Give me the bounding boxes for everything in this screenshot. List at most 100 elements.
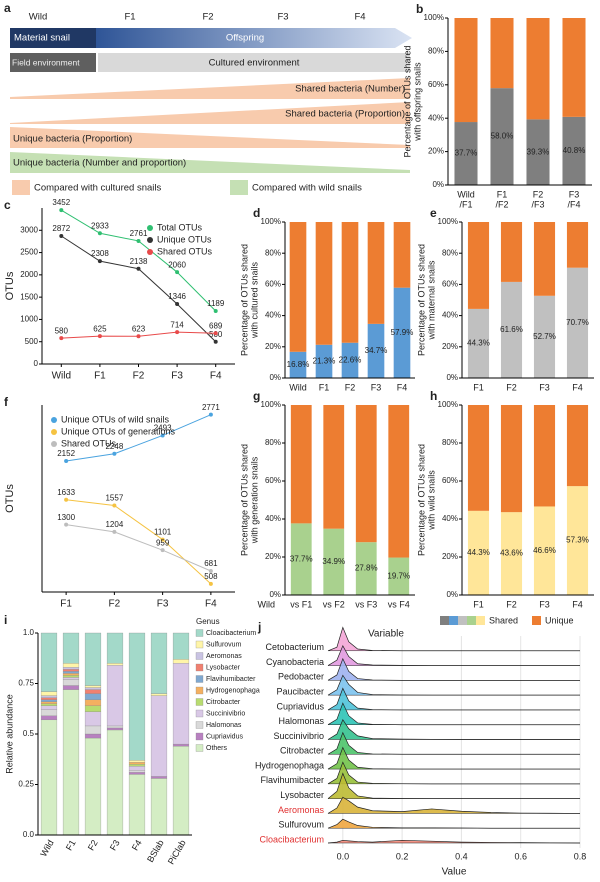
ridge-fill <box>328 675 580 696</box>
bar-segment <box>533 405 556 507</box>
value-label: 689 <box>209 321 223 330</box>
ridge-line <box>327 674 580 696</box>
bar-segment <box>315 222 333 345</box>
legend-label: Sulfurovum <box>206 641 242 648</box>
panel-a: a Wild F1 F2 F3 F4 Material snail Offspr… <box>4 1 412 195</box>
ridge-label: Succinivibrio <box>273 731 324 741</box>
ridge-label: Paucibacter <box>276 687 324 697</box>
x-tick-label: 0.6 <box>514 851 527 861</box>
value-label: 625 <box>93 324 107 333</box>
y-tick-label: 40% <box>442 514 458 523</box>
ridge-fill <box>328 797 580 814</box>
y-axis-label: with wild snails <box>426 470 436 531</box>
ridge-line <box>327 702 580 726</box>
y-tick-label: 80% <box>442 248 458 257</box>
y-tick-label: 20% <box>428 147 444 156</box>
bar-segment <box>500 512 523 595</box>
point <box>213 309 218 314</box>
bar-segment <box>106 729 124 836</box>
field-bar <box>10 53 96 72</box>
value-label: 27.8% <box>355 564 378 573</box>
panel-label: j <box>257 620 261 634</box>
bar-segment <box>172 663 190 745</box>
point <box>97 334 102 339</box>
bar-segment <box>106 663 124 666</box>
value-label: 43.6% <box>500 549 523 558</box>
ridge-label: Cloacibacterium <box>259 834 324 844</box>
y-axis-label: with offspring snails <box>412 62 422 142</box>
bar-segment <box>40 701 58 704</box>
ridge-label: Sulfurovum <box>278 820 324 830</box>
cultured-bar <box>98 53 410 72</box>
legend-swatch <box>458 616 467 625</box>
bar-segment <box>566 222 589 268</box>
ridge-label: Halomonas <box>278 716 324 726</box>
bar-segment <box>323 405 345 529</box>
point <box>208 568 213 573</box>
series-line <box>66 524 212 572</box>
bar-segment <box>467 308 490 378</box>
legend-label: Halomonas <box>206 722 242 729</box>
x-tick-label: F2 <box>86 838 100 852</box>
y-tick-label: 60% <box>442 476 458 485</box>
bar-segment <box>128 772 146 775</box>
material-label: Material snail <box>14 33 70 44</box>
value-label: 959 <box>156 538 170 547</box>
field-label: Field environment <box>12 57 80 67</box>
y-tick-label: 80% <box>442 438 458 447</box>
y-tick-label: 100% <box>261 217 281 226</box>
x-tick-label: F2 <box>345 382 356 392</box>
legend-label: Unique OTUs <box>157 234 212 244</box>
y-tick-label: 0% <box>446 590 458 599</box>
value-label: 1189 <box>207 299 225 308</box>
bar-segment <box>106 727 124 731</box>
point <box>112 503 117 508</box>
x-tick-label: BSlab <box>145 838 166 864</box>
value-label: 2933 <box>91 221 109 230</box>
value-label: 70.7% <box>566 318 589 327</box>
ridge-label: Hydrogenophaga <box>255 760 324 770</box>
cultured-label: Cultured environment <box>209 58 300 69</box>
x-tick-label: 0.8 <box>574 851 587 861</box>
ridge-line <box>327 839 581 844</box>
bar-segment <box>84 693 102 700</box>
value-label: 39.3% <box>527 147 550 156</box>
panel-label: i <box>4 613 7 627</box>
bar-segment <box>172 632 190 660</box>
bar-segment <box>128 774 146 836</box>
bar-segment <box>566 405 589 487</box>
x-tick-label: F3 <box>157 599 169 610</box>
legend-swatch <box>195 675 204 683</box>
x-tick-label: F1 <box>94 371 106 382</box>
legend-label: Aeromonas <box>206 653 242 660</box>
value-label: 580 <box>55 326 69 335</box>
panel-label: g <box>253 389 260 403</box>
x-tick-label: /F3 <box>531 199 544 209</box>
value-label: 44.3% <box>467 548 490 557</box>
bar-segment <box>62 679 80 686</box>
x-tick-label: F3 <box>171 371 183 382</box>
ridge-line <box>327 644 580 666</box>
legend-swatch <box>195 698 204 706</box>
ridge-fill <box>328 773 580 799</box>
legend-label: Succinivibrio <box>206 710 245 717</box>
point <box>208 412 213 417</box>
bar-segment <box>500 222 523 282</box>
legend-label: Unique <box>545 615 574 625</box>
y-axis-label: Percentage of OTUs shared <box>402 45 412 157</box>
x-tick-label: F2 <box>506 382 517 392</box>
bar-segment <box>62 667 80 670</box>
x-tick-label: vs F1 <box>290 599 312 609</box>
bar-segment <box>172 743 190 747</box>
wedge <box>10 152 410 173</box>
x-axis-label: Value <box>442 867 467 878</box>
point <box>59 208 64 213</box>
value-label: 46.6% <box>533 546 556 555</box>
ridge-line <box>327 772 580 799</box>
point <box>136 334 141 339</box>
y-axis-label: OTUs <box>4 271 16 300</box>
y-axis-label: Percentage of OTUs shared <box>239 244 249 356</box>
ridge-label: Cyanobacteria <box>266 657 324 667</box>
bar-segment <box>393 222 411 288</box>
ridge-label: Cetobacterium <box>265 642 324 652</box>
